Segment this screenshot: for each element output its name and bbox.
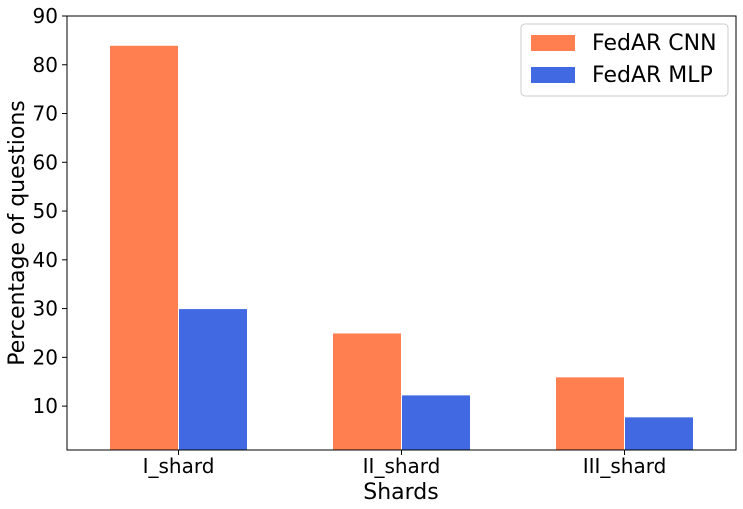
legend: FedAR CNN FedAR MLP	[520, 23, 729, 97]
x-axis-label: Shards	[363, 480, 438, 505]
bar-fedar-cnn-i-shard	[109, 44, 179, 451]
y-tick-label: 10	[33, 394, 58, 418]
bar-fedar-cnn-iii-shard	[555, 376, 625, 451]
bar-fedar-mlp-iii-shard	[624, 416, 694, 451]
y-tick-label: 40	[33, 248, 58, 272]
y-tick-label: 80	[33, 53, 58, 77]
y-tick-label: 20	[33, 345, 58, 369]
bar-fedar-cnn-ii-shard	[332, 332, 402, 451]
y-axis-label: Percentage of questions	[5, 100, 30, 365]
x-tick-label: III_shard	[583, 454, 667, 478]
y-tick-label: 60	[33, 150, 58, 174]
y-tick-label: 50	[33, 199, 58, 223]
x-axis-ticks: I_shard II_shard III_shard	[143, 450, 667, 478]
legend-label-fedar-cnn: FedAR CNN	[592, 31, 717, 56]
x-tick-label: II_shard	[363, 454, 441, 478]
y-tick-label: 70	[33, 102, 58, 126]
bar-fedar-mlp-ii-shard	[401, 394, 471, 451]
y-tick-label: 90	[33, 4, 58, 28]
y-tick-label: 30	[33, 297, 58, 321]
bar-fedar-mlp-i-shard	[178, 308, 248, 451]
y-axis-ticks: 10 20 30 40 50 60 70 80 90	[33, 4, 67, 418]
legend-label-fedar-mlp: FedAR MLP	[592, 63, 713, 88]
plot-frame	[66, 15, 737, 451]
legend-swatch-fedar-mlp	[531, 67, 575, 83]
x-tick-label: I_shard	[143, 454, 215, 478]
legend-swatch-fedar-cnn	[531, 35, 575, 51]
bars-group	[109, 44, 694, 451]
